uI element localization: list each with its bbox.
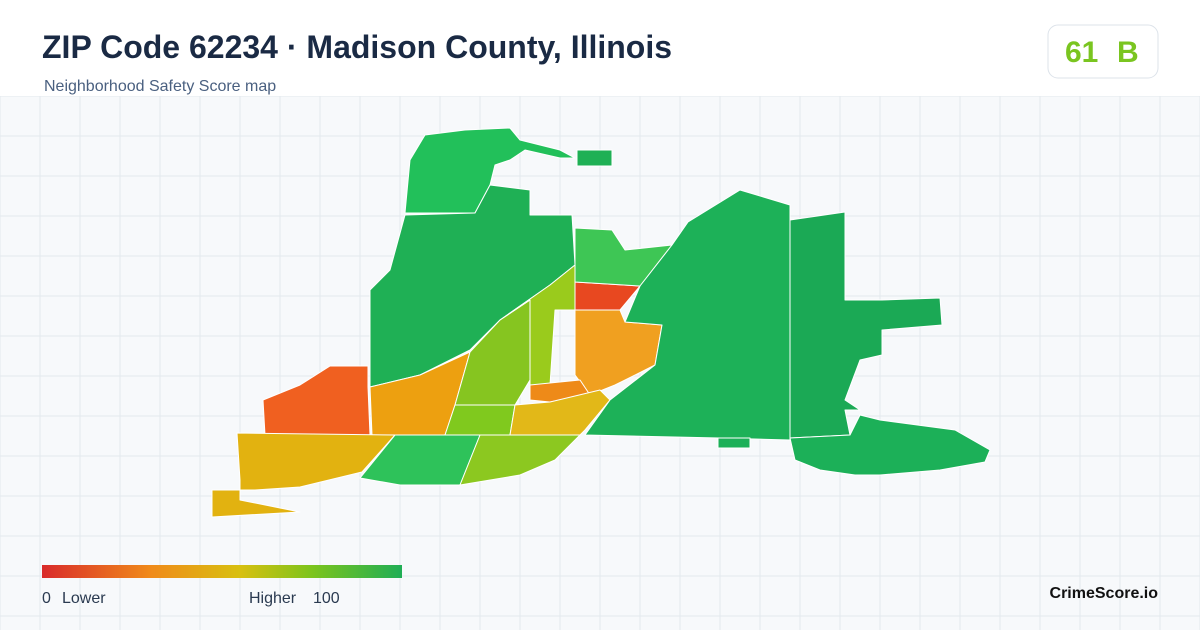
score-value: 61 bbox=[1065, 36, 1098, 69]
score-grade: B bbox=[1117, 36, 1139, 69]
region bbox=[369, 184, 576, 388]
region bbox=[789, 211, 943, 439]
score-badge bbox=[1047, 24, 1159, 79]
legend-max: 100 bbox=[313, 590, 340, 607]
legend-max-label: Higher bbox=[249, 590, 297, 607]
map bbox=[211, 127, 991, 518]
region bbox=[717, 437, 751, 449]
legend-min-label: Lower bbox=[62, 590, 106, 607]
title: ZIP Code 62234 · Madison County, Illinoi… bbox=[42, 29, 672, 65]
region bbox=[509, 389, 611, 436]
legend-bar bbox=[42, 565, 402, 578]
header-band bbox=[0, 0, 1200, 96]
legend-min: 0 bbox=[42, 590, 51, 607]
region bbox=[576, 149, 613, 167]
region bbox=[499, 264, 576, 386]
region bbox=[211, 432, 396, 518]
region bbox=[444, 404, 516, 436]
region bbox=[404, 127, 576, 214]
region bbox=[789, 414, 991, 476]
subtitle: Neighborhood Safety Score map bbox=[44, 78, 276, 95]
brand: CrimeScore.io bbox=[1050, 585, 1159, 602]
